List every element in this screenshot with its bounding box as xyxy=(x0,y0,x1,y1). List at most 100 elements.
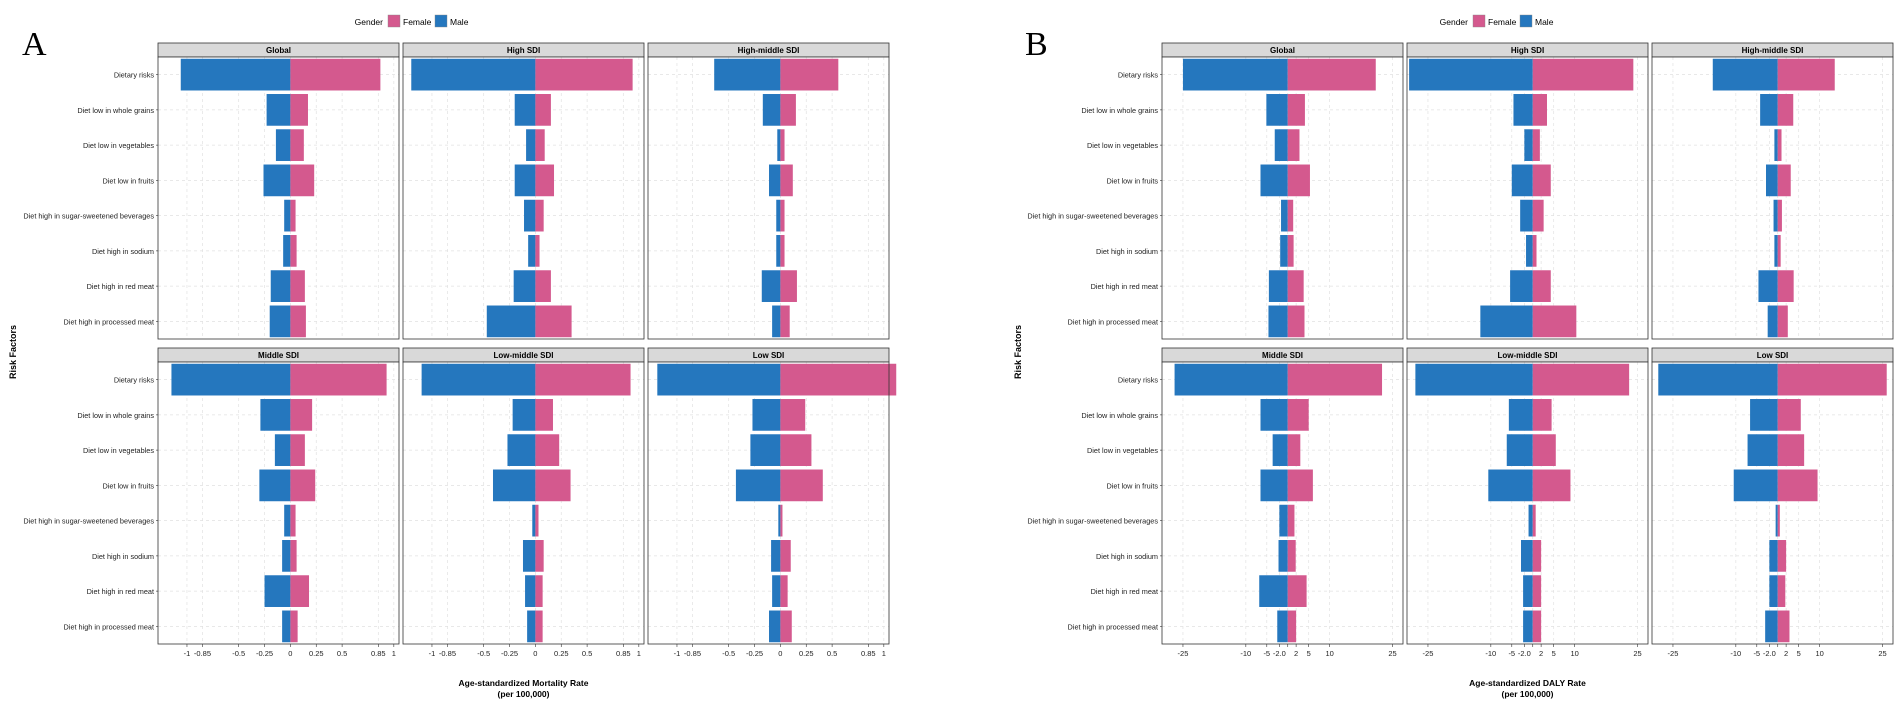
bar-male xyxy=(269,305,291,338)
bar-male xyxy=(752,399,781,431)
bar-male xyxy=(1521,540,1533,572)
y-tick-label: Diet low in fruits xyxy=(103,481,155,490)
y-tick-label: Dietary risks xyxy=(114,71,154,80)
bar-female xyxy=(1532,129,1540,161)
x-tick-label: 2 xyxy=(1784,649,1788,658)
y-tick-label: Diet high in processed meat xyxy=(64,622,154,631)
bar-female xyxy=(1777,94,1794,126)
x-tick-label: 2 xyxy=(1294,649,1298,658)
y-tick-label: Dietary risks xyxy=(114,376,154,385)
x-tick-label: 0 xyxy=(778,649,782,658)
bar-female xyxy=(1287,434,1301,466)
facet-high-sdi: High SDI xyxy=(1406,42,1649,340)
bar-female xyxy=(780,399,806,431)
panel-b-daly: B Gender Female Male Risk Factors Age-standar… xyxy=(1013,14,1894,699)
legend-swatch-female xyxy=(1472,14,1486,28)
x-tick-label: 0.25 xyxy=(554,649,569,658)
x-tick-label: 5 xyxy=(1552,649,1556,658)
bar-male xyxy=(1268,270,1288,302)
bar-male xyxy=(1508,399,1533,431)
y-tick-label: Diet low in vegetables xyxy=(83,141,154,150)
x-tick-label: -10 xyxy=(1240,649,1251,658)
x-axis-subtitle: (per 100,000) xyxy=(1502,689,1554,699)
legend-label-female: Female xyxy=(403,17,432,27)
bar-female xyxy=(1777,504,1780,537)
legend-swatch-male xyxy=(434,14,448,28)
bar-female xyxy=(1287,94,1305,126)
x-tick-label: -2.0 xyxy=(1763,649,1776,658)
facet-frame xyxy=(157,56,400,340)
bar-female xyxy=(290,235,297,267)
bar-male xyxy=(761,270,781,302)
bar-female xyxy=(1287,504,1295,537)
bar-male xyxy=(1760,94,1778,126)
bar-female xyxy=(1287,469,1313,502)
bar-female xyxy=(1287,235,1294,267)
facet-frame xyxy=(1161,56,1404,340)
facet-title: Middle SDI xyxy=(1262,351,1303,360)
bar-male xyxy=(512,399,536,431)
bar-male xyxy=(1182,58,1288,91)
bar-male xyxy=(657,363,781,396)
bar-male xyxy=(776,235,781,267)
facet-frame xyxy=(1651,361,1894,645)
bar-male xyxy=(1510,270,1533,302)
bar-male xyxy=(1280,235,1288,267)
y-axis-title: Risk Factors xyxy=(1013,325,1023,379)
bar-male xyxy=(1758,270,1778,302)
x-tick-label: 25 xyxy=(1878,649,1886,658)
bar-female xyxy=(1532,610,1542,643)
x-tick-label: 1 xyxy=(882,649,886,658)
facet-title: High-middle SDI xyxy=(738,46,800,55)
x-tick-label: -25 xyxy=(1178,649,1189,658)
bar-male xyxy=(270,270,291,302)
facet-frame xyxy=(647,361,890,645)
bar-male xyxy=(1506,434,1533,466)
bar-female xyxy=(290,504,296,537)
y-tick-label: Dietary risks xyxy=(1118,376,1158,385)
bar-male xyxy=(1260,469,1288,502)
bar-male xyxy=(1774,235,1778,267)
bar-female xyxy=(1777,129,1782,161)
bar-female xyxy=(535,270,551,302)
bar-female xyxy=(1777,270,1794,302)
bar-female xyxy=(290,469,316,502)
bar-female xyxy=(780,94,796,126)
x-tick-label: -1 xyxy=(429,649,436,658)
bar-male xyxy=(1488,469,1533,502)
bar-female xyxy=(1287,540,1296,572)
bar-male xyxy=(526,129,536,161)
x-tick-label: 0 xyxy=(288,649,292,658)
bar-male xyxy=(778,504,781,537)
bar-male xyxy=(1769,540,1778,572)
bar-female xyxy=(1287,305,1305,338)
y-axis-title: Risk Factors xyxy=(8,325,18,379)
legend-label-female: Female xyxy=(1488,17,1517,27)
bar-female xyxy=(535,235,540,267)
facet-global: Global Dietary risks Diet low in whole gra… xyxy=(1027,42,1404,340)
bar-female xyxy=(1777,235,1781,267)
x-axis-title: Age-standardized Mortality Rate xyxy=(459,678,589,688)
bar-male xyxy=(769,610,781,643)
x-tick-label: -2.0 xyxy=(1273,649,1286,658)
bar-male xyxy=(264,575,291,607)
y-tick-label: Diet low in fruits xyxy=(103,176,155,185)
bar-female xyxy=(535,434,560,466)
bar-male xyxy=(1767,305,1778,338)
bar-female xyxy=(1532,540,1542,572)
facet-frame xyxy=(1651,56,1894,340)
y-tick-label: Diet high in sodium xyxy=(92,552,154,561)
bar-male xyxy=(266,94,291,126)
bar-female xyxy=(1287,164,1310,197)
y-tick-label: Diet high in processed meat xyxy=(1068,622,1158,631)
facet-title: Global xyxy=(266,46,291,55)
bar-male xyxy=(514,94,536,126)
x-tick-label: -0.5 xyxy=(722,649,735,658)
bar-female xyxy=(535,540,544,572)
bar-male xyxy=(1259,575,1288,607)
bar-female xyxy=(780,434,812,466)
facet-low-middle-sdi: Low-middle SDI -25 -10 -5 -2.0 2 5 10 25 xyxy=(1406,347,1649,658)
x-tick-label: -5 xyxy=(1263,649,1270,658)
bar-male xyxy=(514,164,536,197)
y-tick-label: Diet high in sugar-sweetened beverages xyxy=(23,517,154,526)
